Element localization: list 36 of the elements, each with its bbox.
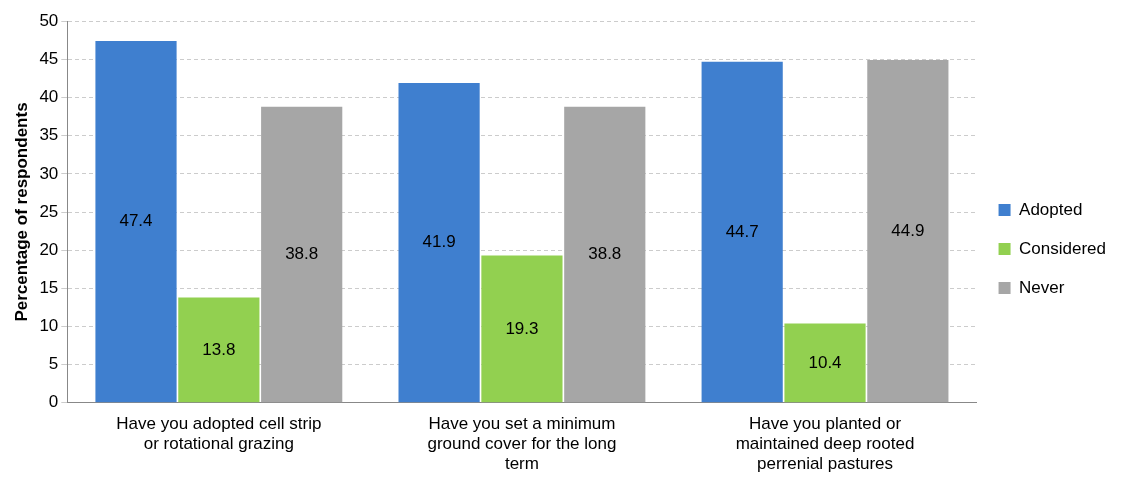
y-tick-label: 50 bbox=[39, 10, 59, 30]
y-tick-label: 45 bbox=[39, 49, 59, 69]
x-tick-label: Have you adopted cell strip or rotational grazing bbox=[116, 413, 322, 454]
bar bbox=[784, 323, 866, 403]
legend-label: Adopted bbox=[1019, 199, 1083, 219]
data-label: 38.8 bbox=[588, 244, 622, 264]
y-tick-label: 25 bbox=[39, 201, 59, 221]
y-axis-title: Percentage of respondents bbox=[11, 102, 31, 322]
bar bbox=[95, 41, 177, 403]
y-tick-label: 40 bbox=[39, 87, 59, 107]
y-tick-label: 35 bbox=[39, 125, 59, 145]
bar bbox=[867, 60, 949, 403]
bar bbox=[701, 61, 783, 403]
bar bbox=[178, 297, 260, 403]
data-label: 38.8 bbox=[285, 244, 319, 264]
bar bbox=[398, 83, 480, 403]
bar bbox=[481, 255, 563, 403]
bar bbox=[261, 106, 343, 403]
y-tick-label: 20 bbox=[39, 239, 59, 259]
y-tick-label: 5 bbox=[48, 354, 59, 374]
data-label: 44.7 bbox=[725, 221, 759, 241]
data-label: 13.8 bbox=[202, 339, 236, 359]
data-label: 10.4 bbox=[808, 352, 842, 372]
y-tick-label: 30 bbox=[39, 163, 59, 183]
y-tick-label: 15 bbox=[39, 278, 59, 298]
x-tick-label: Have you set a minimum ground cover for the long term bbox=[427, 413, 617, 474]
data-label: 44.9 bbox=[891, 220, 925, 240]
legend-label: Never bbox=[1019, 277, 1065, 297]
data-label: 41.9 bbox=[422, 232, 456, 252]
x-tick-label: Have you planted or maintained deep rooted perrenial pastures bbox=[735, 413, 915, 474]
y-tick-label: 0 bbox=[48, 392, 59, 412]
bar bbox=[564, 106, 646, 403]
legend-label: Considered bbox=[1019, 238, 1107, 258]
y-tick-label: 10 bbox=[39, 316, 59, 336]
data-label: 47.4 bbox=[119, 211, 153, 231]
data-label: 19.3 bbox=[505, 318, 539, 338]
